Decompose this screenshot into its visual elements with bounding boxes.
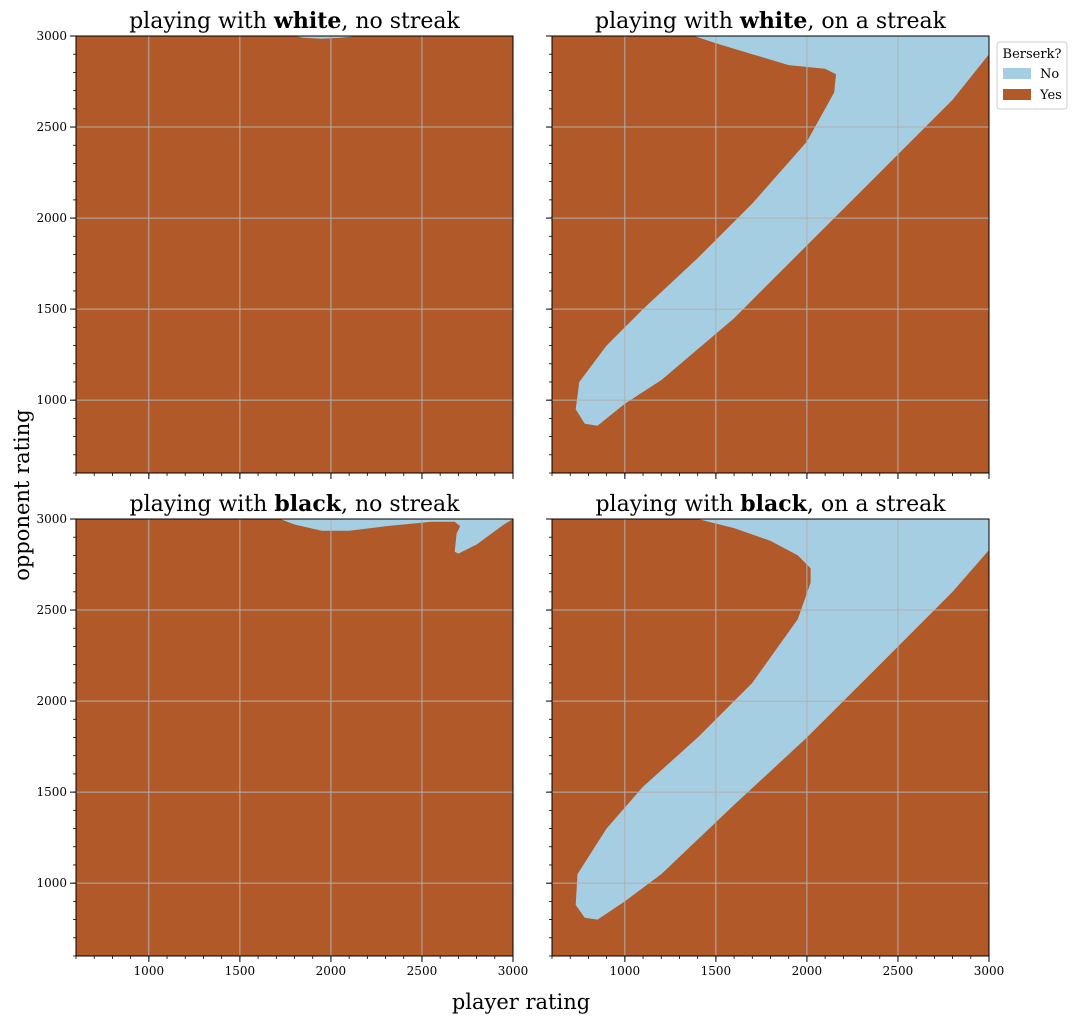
x-tick-label: 3000 xyxy=(974,964,1005,978)
x-tick-label: 2500 xyxy=(883,964,914,978)
subplot-title-part: , no streak xyxy=(341,9,460,34)
y-tick-label: 2500 xyxy=(36,120,67,134)
subplot-title-part: playing with xyxy=(129,9,274,34)
x-axis-label: player rating xyxy=(452,990,590,1014)
subplot-title-part: , on a streak xyxy=(807,9,946,34)
subplot-title: playing with white, no streak xyxy=(129,8,460,34)
x-tick-label: 1500 xyxy=(701,964,732,978)
legend: Berserk? No Yes xyxy=(996,41,1068,110)
subplot-3: 1000 1500 2000 2500 3000 playing with black, … xyxy=(546,491,1004,978)
subplot-2: 1000 1500 2000 2500 3000 1000 1500 2000 2500 3000… xyxy=(36,491,528,978)
x-tick-label: 2500 xyxy=(407,964,438,978)
subplot-1: playing with white, on a streak xyxy=(546,8,990,479)
x-tick-label: 2000 xyxy=(316,964,347,978)
subplot-title: playing with white, on a streak xyxy=(595,8,947,34)
x-tick-label: 2000 xyxy=(792,964,823,978)
y-tick-label: 1000 xyxy=(36,393,67,407)
subplot-title-part: playing with xyxy=(595,492,740,517)
y-tick-label: 1500 xyxy=(36,302,67,316)
y-tick-label: 2000 xyxy=(36,694,67,708)
region-no xyxy=(279,519,513,554)
region-no xyxy=(575,519,989,920)
legend-title: Berserk? xyxy=(1003,47,1062,62)
legend-swatch-yes xyxy=(1003,89,1031,100)
y-tick-label: 2000 xyxy=(36,211,67,225)
subplot-title-part: black xyxy=(274,491,341,517)
region-no xyxy=(575,36,989,426)
x-tick-label: 1000 xyxy=(610,964,641,978)
x-tick-label: 3000 xyxy=(498,964,529,978)
y-tick-label: 1000 xyxy=(36,876,67,890)
subplot-title: playing with black, no streak xyxy=(130,491,461,517)
subplot-title: playing with black, on a streak xyxy=(595,491,946,517)
x-tick-label: 1500 xyxy=(225,964,256,978)
region-yes xyxy=(76,36,513,473)
legend-label-no: No xyxy=(1040,67,1059,82)
region-no xyxy=(294,36,359,39)
y-tick-label: 3000 xyxy=(36,512,67,526)
subplot-title-part: playing with xyxy=(595,9,740,34)
subplot-0: 1000 1500 2000 2500 3000 playing with white, … xyxy=(36,8,514,479)
y-tick-label: 1500 xyxy=(36,785,67,799)
x-tick-label: 1000 xyxy=(134,964,165,978)
subplot-title-part: playing with xyxy=(130,492,275,517)
legend-swatch-no xyxy=(1003,68,1031,79)
subplot-title-part: white xyxy=(739,8,807,34)
region-yes xyxy=(76,519,513,956)
subplot-title-part: , no streak xyxy=(341,492,460,517)
y-tick-label: 2500 xyxy=(36,603,67,617)
legend-label-yes: Yes xyxy=(1039,88,1062,103)
y-axis-label: opponent rating xyxy=(10,409,34,580)
subplot-title-part: white xyxy=(273,8,341,34)
subplot-title-part: , on a streak xyxy=(807,492,946,517)
subplot-title-part: black xyxy=(740,491,807,517)
y-tick-label: 3000 xyxy=(36,29,67,43)
